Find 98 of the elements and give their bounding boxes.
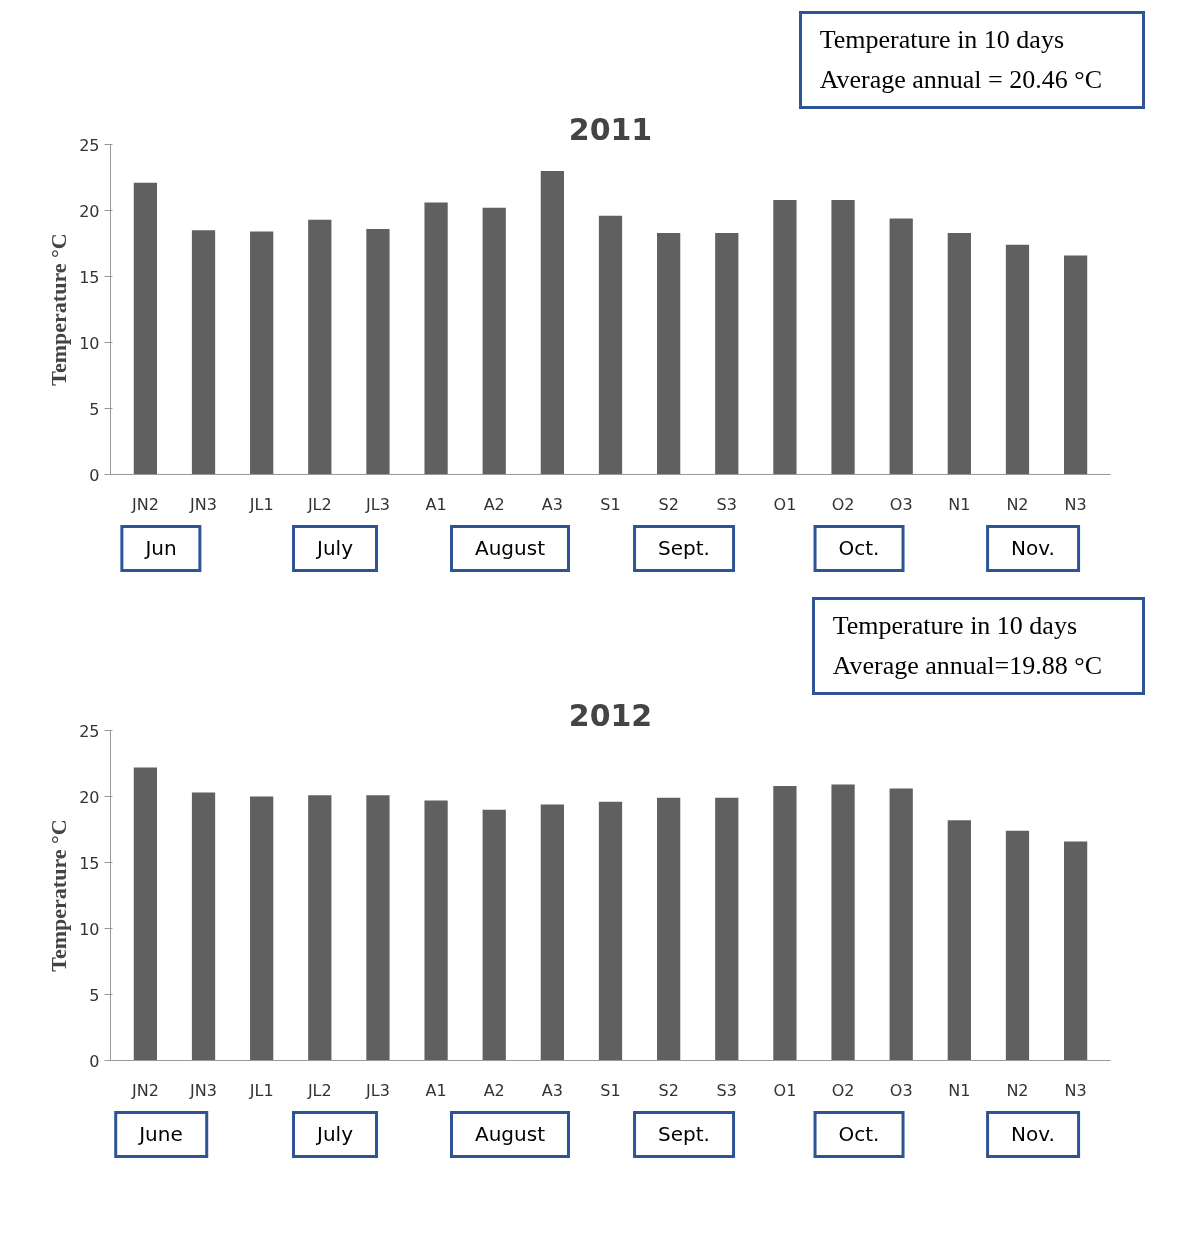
month-box: August — [450, 525, 570, 572]
x-tick-label: N1 — [948, 1080, 971, 1100]
bar — [831, 199, 855, 475]
x-tick-label: N2 — [1006, 1080, 1029, 1100]
x-tick-label: S3 — [716, 494, 737, 514]
bar — [598, 215, 623, 475]
x-tick-label: O3 — [889, 494, 913, 514]
x-tick-label: S2 — [658, 1080, 679, 1100]
bar — [1005, 830, 1030, 1061]
bar — [773, 199, 797, 475]
bar — [715, 797, 739, 1061]
bar — [482, 207, 506, 475]
y-tick-label: 0 — [89, 1051, 100, 1071]
bar — [657, 797, 681, 1061]
x-tick-label: A3 — [541, 494, 563, 514]
x-tick-label: S1 — [600, 494, 621, 514]
month-box: Sept. — [633, 1111, 735, 1158]
x-tick-label: A1 — [425, 494, 447, 514]
month-box: June — [114, 1111, 208, 1158]
y-tick-label: 25 — [79, 721, 100, 741]
note-box: Temperature in 10 days Average annual=19.88 °C — [811, 597, 1145, 695]
y-tick-label: 5 — [89, 399, 100, 419]
month-box: Sept. — [633, 525, 735, 572]
bar — [715, 232, 739, 475]
x-tick-label: JL1 — [248, 1080, 274, 1100]
bar — [308, 795, 332, 1061]
bar — [250, 231, 274, 475]
bar — [540, 804, 564, 1061]
month-box: Nov. — [986, 525, 1080, 572]
month-box: Jun — [120, 525, 202, 572]
bar — [831, 784, 855, 1061]
x-tick-label: JL3 — [365, 494, 390, 514]
x-tick-label: O3 — [889, 1080, 913, 1100]
bar — [424, 800, 448, 1061]
y-axis-title: Temperature °C — [46, 233, 72, 386]
x-tick-label: N2 — [1006, 494, 1029, 514]
y-tick-label: 10 — [79, 333, 100, 353]
bar — [1063, 255, 1088, 475]
y-tick-label: 15 — [79, 267, 100, 287]
x-tick-label: JN2 — [130, 494, 159, 514]
bar — [191, 230, 216, 475]
x-tick-label: S1 — [600, 1080, 621, 1100]
x-tick-label: A3 — [541, 1080, 563, 1100]
x-tick-label: S2 — [658, 494, 679, 514]
bar — [889, 788, 913, 1061]
x-tick-label: S3 — [716, 1080, 737, 1100]
x-tick-label: O1 — [773, 494, 797, 514]
bar — [1063, 841, 1088, 1061]
x-tick-label: A1 — [425, 1080, 447, 1100]
bar — [947, 232, 971, 475]
x-tick-label: A2 — [483, 1080, 505, 1100]
x-tick-label: JL3 — [365, 1080, 390, 1100]
bar — [540, 170, 564, 475]
bar — [657, 232, 681, 475]
x-tick-label: JN3 — [189, 1080, 217, 1100]
month-box: August — [450, 1111, 570, 1158]
x-tick-label: JN2 — [130, 1080, 159, 1100]
x-tick-label: N3 — [1064, 494, 1087, 514]
y-tick-label: 15 — [79, 853, 100, 873]
x-tick-label: JL2 — [306, 1080, 332, 1100]
y-tick-label: 0 — [89, 465, 100, 485]
x-tick-label: A2 — [483, 494, 505, 514]
bar — [133, 767, 158, 1061]
y-tick-label: 20 — [79, 201, 100, 221]
month-box: July — [292, 1111, 378, 1158]
bar — [482, 809, 506, 1061]
x-tick-label: O1 — [773, 1080, 797, 1100]
x-tick-label: O2 — [831, 494, 855, 514]
bar — [191, 792, 216, 1061]
x-tick-label: N1 — [948, 494, 971, 514]
x-tick-label: JN3 — [189, 494, 217, 514]
bar — [366, 228, 390, 475]
note-box: Temperature in 10 days Average annual = 20.46 °C — [798, 11, 1145, 109]
y-tick-label: 10 — [79, 919, 100, 939]
y-tick-label: 5 — [89, 985, 100, 1005]
bar — [250, 796, 274, 1061]
x-tick-label: JL2 — [306, 494, 332, 514]
x-tick-label: O2 — [831, 1080, 855, 1100]
bar — [1005, 244, 1030, 475]
x-tick-label: JL1 — [248, 494, 274, 514]
bar — [889, 218, 913, 475]
bar — [773, 785, 797, 1061]
bar — [598, 801, 623, 1061]
bar — [366, 795, 390, 1061]
bar — [947, 820, 971, 1061]
month-box: Nov. — [986, 1111, 1080, 1158]
y-tick-label: 25 — [79, 135, 100, 155]
bar — [424, 202, 448, 475]
month-box: Oct. — [813, 1111, 905, 1158]
month-box: Oct. — [813, 525, 905, 572]
x-tick-label: N3 — [1064, 1080, 1087, 1100]
bar — [133, 182, 158, 475]
bar — [308, 219, 332, 475]
y-axis-title: Temperature °C — [46, 819, 72, 972]
chart-title: 2011 — [568, 111, 653, 147]
month-box: July — [292, 525, 378, 572]
y-tick-label: 20 — [79, 787, 100, 807]
chart-title: 2012 — [568, 697, 653, 733]
